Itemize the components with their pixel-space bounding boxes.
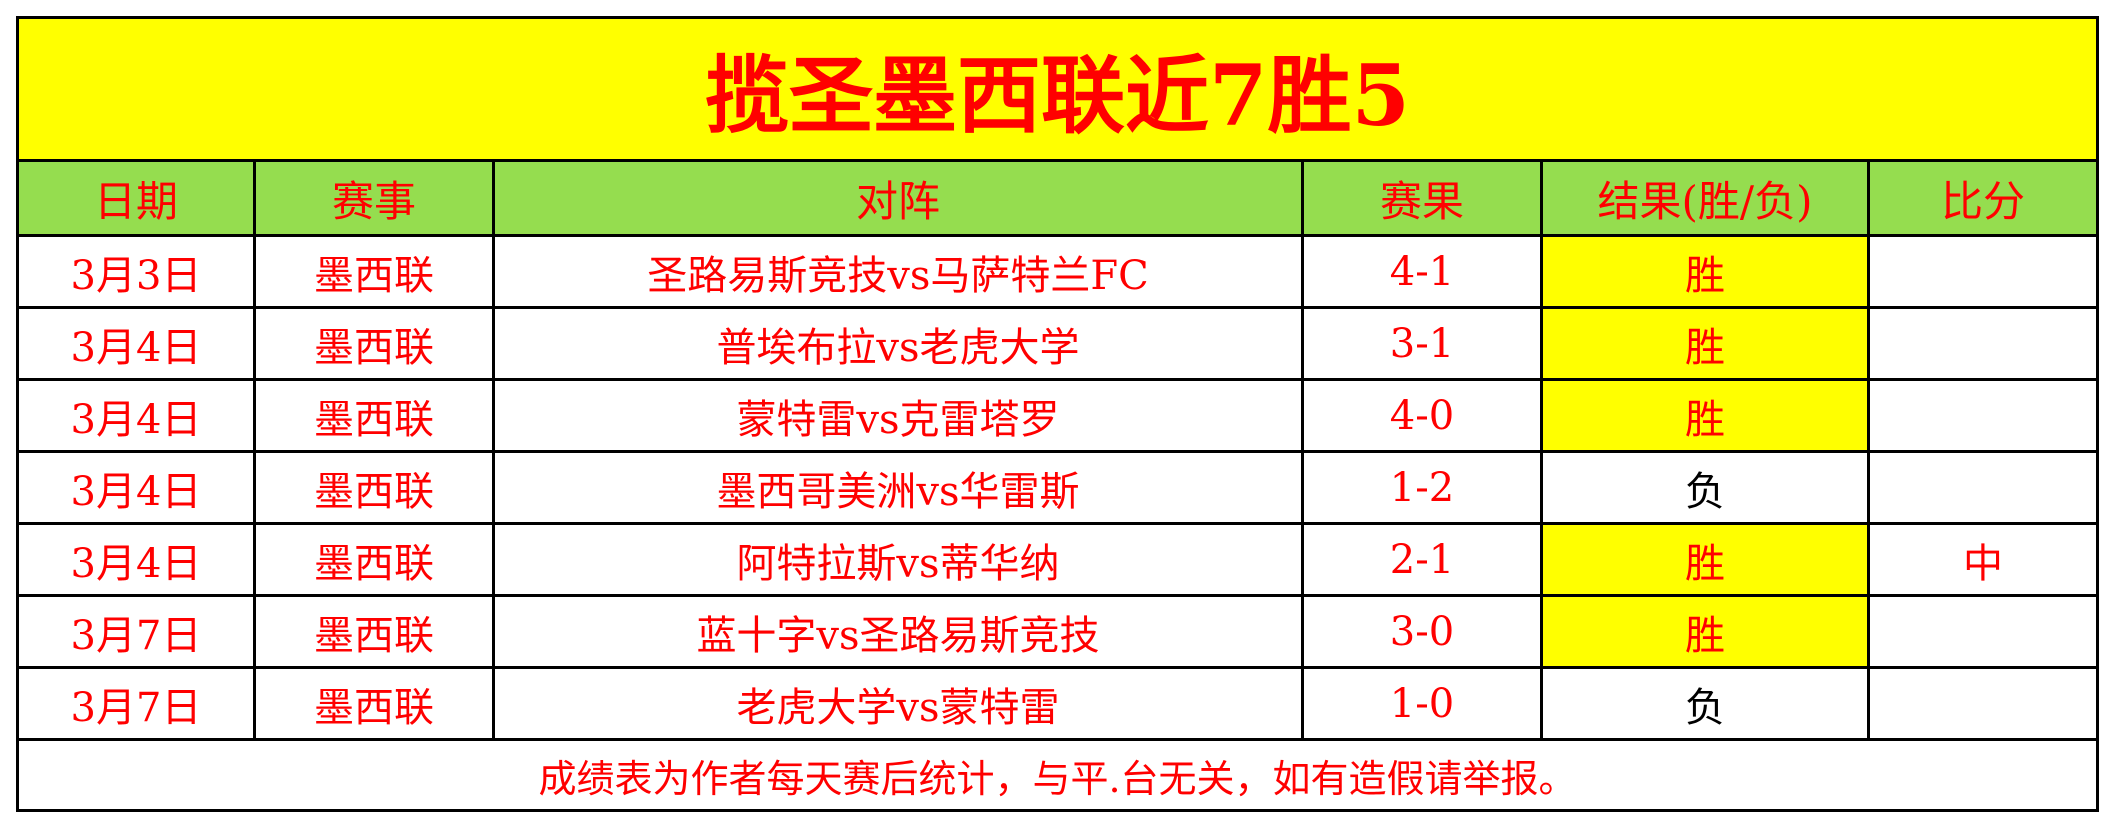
- cell-score: 2-1: [1301, 522, 1543, 597]
- header-league: 赛事: [253, 159, 495, 237]
- results-table: 揽圣墨西联近7胜5 日期 赛事 对阵 赛果 结果(胜/负) 比分 3月3日 墨西联…: [16, 16, 2099, 812]
- cell-score: 3-0: [1301, 594, 1543, 669]
- cell-match: 圣路易斯竞技vs马萨特兰FC: [492, 234, 1304, 309]
- cell-match: 阿特拉斯vs蒂华纳: [492, 522, 1304, 597]
- footer-note: 成绩表为作者每天赛后统计，与平.台无关，如有造假请举报。: [16, 738, 2099, 812]
- cell-match: 老虎大学vs蒙特雷: [492, 666, 1304, 741]
- header-date: 日期: [16, 159, 256, 237]
- table-row: 3月7日 墨西联 蓝十字vs圣路易斯竞技 3-0 胜: [16, 594, 2099, 669]
- cell-date: 3月4日: [16, 450, 256, 525]
- table-row: 3月4日 墨西联 蒙特雷vs克雷塔罗 4-0 胜: [16, 378, 2099, 453]
- cell-league: 墨西联: [253, 234, 495, 309]
- cell-match: 蓝十字vs圣路易斯竞技: [492, 594, 1304, 669]
- cell-date: 3月4日: [16, 306, 256, 381]
- cell-pick: [1867, 450, 2099, 525]
- cell-match: 墨西哥美洲vs华雷斯: [492, 450, 1304, 525]
- cell-pick: 中: [1867, 522, 2099, 597]
- cell-score: 4-0: [1301, 378, 1543, 453]
- cell-league: 墨西联: [253, 450, 495, 525]
- table-row: 3月4日 墨西联 阿特拉斯vs蒂华纳 2-1 胜中: [16, 522, 2099, 597]
- cell-score: 3-1: [1301, 306, 1543, 381]
- cell-date: 3月4日: [16, 522, 256, 597]
- cell-pick: [1867, 306, 2099, 381]
- cell-score: 4-1: [1301, 234, 1543, 309]
- cell-result: 胜: [1540, 522, 1870, 597]
- cell-result: 负: [1540, 666, 1870, 741]
- cell-league: 墨西联: [253, 378, 495, 453]
- cell-result: 负: [1540, 450, 1870, 525]
- cell-pick: [1867, 666, 2099, 741]
- cell-league: 墨西联: [253, 594, 495, 669]
- cell-date: 3月4日: [16, 378, 256, 453]
- cell-result: 胜: [1540, 306, 1870, 381]
- table-title: 揽圣墨西联近7胜5: [16, 16, 2099, 162]
- cell-league: 墨西联: [253, 666, 495, 741]
- cell-date: 3月3日: [16, 234, 256, 309]
- header-result: 结果(胜/负): [1540, 159, 1870, 237]
- cell-score: 1-0: [1301, 666, 1543, 741]
- cell-pick: [1867, 234, 2099, 309]
- cell-date: 3月7日: [16, 666, 256, 741]
- table-row: 3月4日 墨西联 墨西哥美洲vs华雷斯 1-2 负: [16, 450, 2099, 525]
- cell-match: 蒙特雷vs克雷塔罗: [492, 378, 1304, 453]
- cell-match: 普埃布拉vs老虎大学: [492, 306, 1304, 381]
- table-row: 3月4日 墨西联 普埃布拉vs老虎大学 3-1 胜: [16, 306, 2099, 381]
- table-row: 3月3日 墨西联 圣路易斯竞技vs马萨特兰FC 4-1 胜: [16, 234, 2099, 309]
- header-match: 对阵: [492, 159, 1304, 237]
- title-row: 揽圣墨西联近7胜5: [16, 16, 2099, 162]
- table-row: 3月7日 墨西联 老虎大学vs蒙特雷 1-0 负: [16, 666, 2099, 741]
- cell-result: 胜: [1540, 234, 1870, 309]
- cell-league: 墨西联: [253, 306, 495, 381]
- header-row: 日期 赛事 对阵 赛果 结果(胜/负) 比分: [16, 159, 2099, 237]
- cell-date: 3月7日: [16, 594, 256, 669]
- footer-row: 成绩表为作者每天赛后统计，与平.台无关，如有造假请举报。: [16, 738, 2099, 812]
- header-pick: 比分: [1867, 159, 2099, 237]
- cell-result: 胜: [1540, 594, 1870, 669]
- header-score: 赛果: [1301, 159, 1543, 237]
- cell-score: 1-2: [1301, 450, 1543, 525]
- cell-result: 胜: [1540, 378, 1870, 453]
- cell-league: 墨西联: [253, 522, 495, 597]
- cell-pick: [1867, 594, 2099, 669]
- cell-pick: [1867, 378, 2099, 453]
